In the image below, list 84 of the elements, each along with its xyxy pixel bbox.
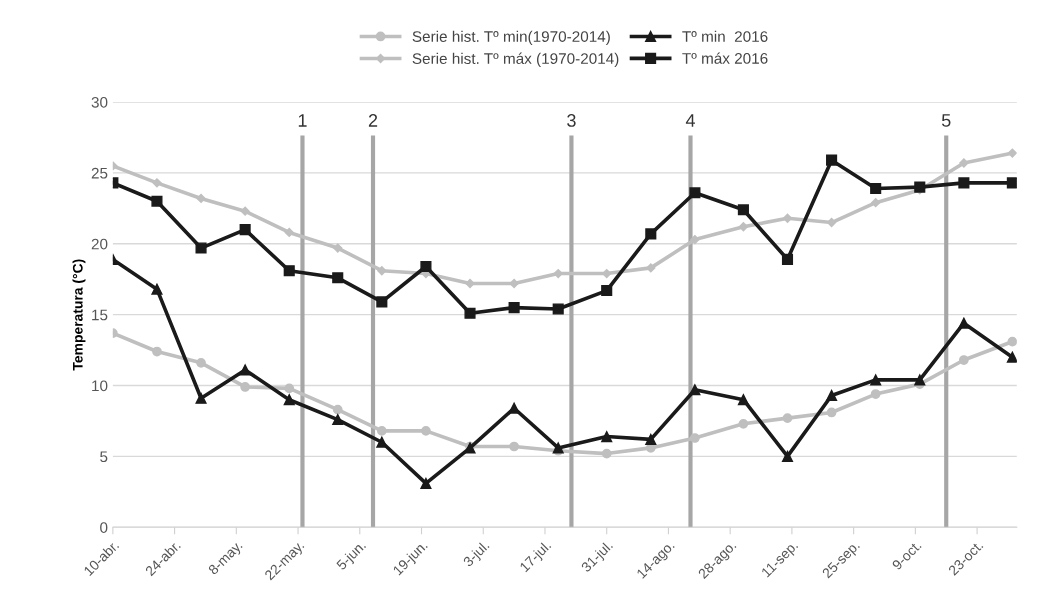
point bbox=[689, 187, 701, 199]
point bbox=[283, 394, 295, 406]
point bbox=[690, 234, 700, 245]
point bbox=[195, 242, 207, 254]
point bbox=[376, 436, 388, 448]
point bbox=[151, 283, 163, 295]
point bbox=[552, 303, 564, 315]
ref-line-label: 5 bbox=[941, 114, 951, 127]
point bbox=[1006, 177, 1017, 189]
point bbox=[914, 181, 926, 193]
point bbox=[464, 307, 476, 319]
point bbox=[1007, 336, 1017, 347]
legend-label: Tº máx 2016 bbox=[682, 52, 768, 64]
point bbox=[645, 228, 657, 240]
point bbox=[332, 414, 344, 426]
point bbox=[420, 477, 432, 489]
point bbox=[689, 384, 701, 396]
ref-line-label: 2 bbox=[368, 114, 378, 127]
point bbox=[240, 382, 251, 392]
y-tick-label: 10 bbox=[92, 380, 108, 392]
ref-line-label: 1 bbox=[298, 114, 307, 127]
point bbox=[959, 355, 969, 365]
point bbox=[870, 374, 882, 386]
y-tick-label: 0 bbox=[100, 522, 108, 533]
point bbox=[195, 392, 207, 404]
ref-line-label: 4 bbox=[685, 114, 695, 127]
point bbox=[782, 413, 793, 424]
y-axis-title: Temperatura (°C) bbox=[72, 259, 86, 371]
point bbox=[958, 317, 970, 329]
legend-label: Tº min 2016 bbox=[682, 30, 768, 42]
point bbox=[239, 224, 251, 236]
point bbox=[645, 433, 657, 445]
point bbox=[332, 272, 344, 284]
point bbox=[332, 404, 343, 415]
point bbox=[601, 285, 613, 297]
point bbox=[826, 154, 838, 166]
point bbox=[239, 364, 251, 376]
point bbox=[333, 243, 343, 253]
legend-label: Serie hist. Tº máx (1970-2014) bbox=[412, 52, 619, 68]
point bbox=[690, 433, 700, 443]
point bbox=[601, 448, 612, 459]
point bbox=[509, 441, 519, 452]
point bbox=[914, 374, 926, 386]
point bbox=[826, 407, 837, 418]
point bbox=[737, 204, 749, 216]
y-tick-label: 30 bbox=[91, 96, 108, 108]
point bbox=[196, 193, 206, 204]
point bbox=[284, 227, 294, 238]
point bbox=[781, 450, 794, 462]
point bbox=[738, 222, 749, 232]
point bbox=[870, 182, 882, 195]
point bbox=[421, 426, 431, 436]
y-tick-label: 15 bbox=[92, 309, 108, 321]
point bbox=[240, 206, 250, 216]
y-tick-label: 5 bbox=[100, 451, 108, 463]
point bbox=[196, 357, 206, 368]
point bbox=[781, 253, 794, 265]
point bbox=[826, 389, 838, 402]
point bbox=[959, 158, 969, 168]
y-tick-label: 20 bbox=[91, 238, 108, 250]
point bbox=[870, 389, 881, 399]
point bbox=[602, 268, 612, 279]
point bbox=[553, 268, 563, 279]
point bbox=[284, 383, 295, 394]
ref-line-label: 3 bbox=[567, 114, 576, 127]
point bbox=[1007, 148, 1017, 158]
point bbox=[283, 265, 295, 277]
point bbox=[738, 418, 749, 429]
point bbox=[376, 426, 387, 436]
point bbox=[152, 178, 162, 188]
point bbox=[646, 263, 656, 273]
point bbox=[601, 431, 613, 443]
point bbox=[1006, 351, 1017, 363]
point bbox=[737, 394, 749, 406]
point bbox=[871, 198, 881, 208]
point bbox=[420, 260, 432, 273]
point bbox=[152, 346, 162, 357]
point bbox=[958, 177, 970, 189]
point bbox=[376, 296, 388, 308]
legend-label: Serie hist. Tº min(1970-2014) bbox=[412, 30, 610, 45]
point bbox=[151, 195, 163, 207]
y-tick-label: 25 bbox=[91, 167, 108, 179]
point bbox=[377, 266, 387, 276]
point bbox=[508, 302, 520, 314]
